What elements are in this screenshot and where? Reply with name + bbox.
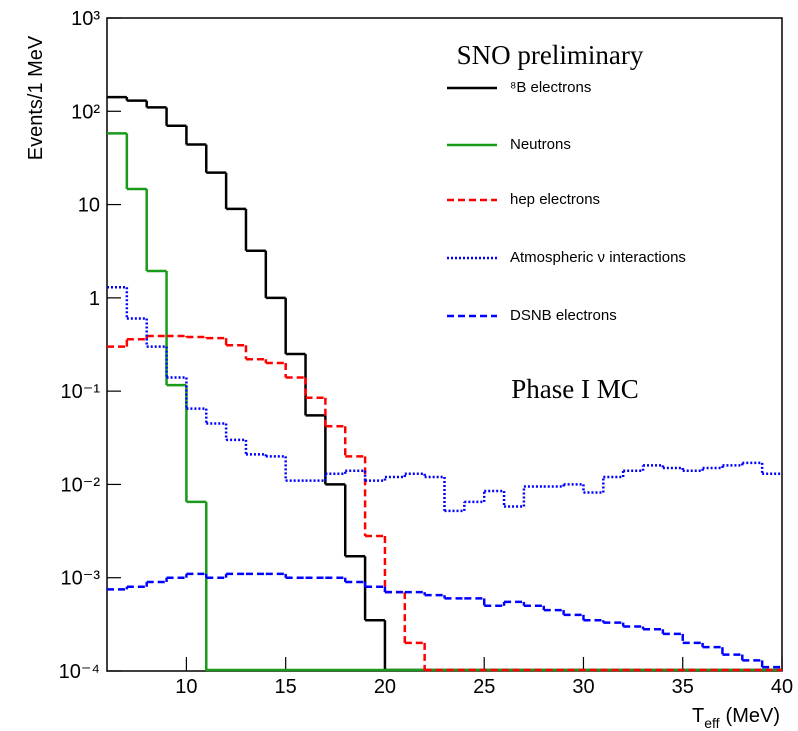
plot-frame	[106, 17, 783, 672]
annotation: Phase I MC	[511, 374, 639, 404]
y-tick-label: 10⁻²	[61, 474, 101, 496]
y-axis-label: Events/1 MeV	[25, 35, 47, 160]
x-axis-label-main: T	[692, 705, 704, 727]
x-tick-label: 10	[175, 676, 197, 698]
x-axis-label: Teff (MeV)	[692, 705, 780, 731]
y-tick-label: 10⁻¹	[61, 381, 101, 403]
x-tick-label: 30	[572, 676, 594, 698]
legend-label: DSNB electrons	[510, 307, 617, 324]
legend-label: hep electrons	[510, 191, 600, 208]
y-tick-label: 10⁻⁴	[59, 661, 100, 683]
y-tick-label: 10³	[71, 8, 100, 30]
y-tick-label: 10⁻³	[61, 568, 101, 590]
legend-label: Atmospheric ν interactions	[510, 249, 686, 266]
x-tick-label: 35	[672, 676, 694, 698]
y-tick-label: 10²	[71, 101, 100, 123]
x-tick-label: 25	[473, 676, 495, 698]
y-tick-label: 10	[78, 195, 100, 217]
x-axis-label-unit: (MeV)	[726, 705, 780, 727]
legend-label: ⁸B electrons	[510, 79, 591, 96]
x-axis-label-sub: eff	[704, 715, 719, 731]
legend-label: Neutrons	[510, 136, 571, 153]
y-tick-label: 1	[89, 288, 100, 310]
annotation: SNO preliminary	[457, 40, 644, 70]
x-tick-label: 40	[771, 676, 793, 698]
x-tick-label: 20	[374, 676, 396, 698]
x-tick-label: 15	[275, 676, 297, 698]
